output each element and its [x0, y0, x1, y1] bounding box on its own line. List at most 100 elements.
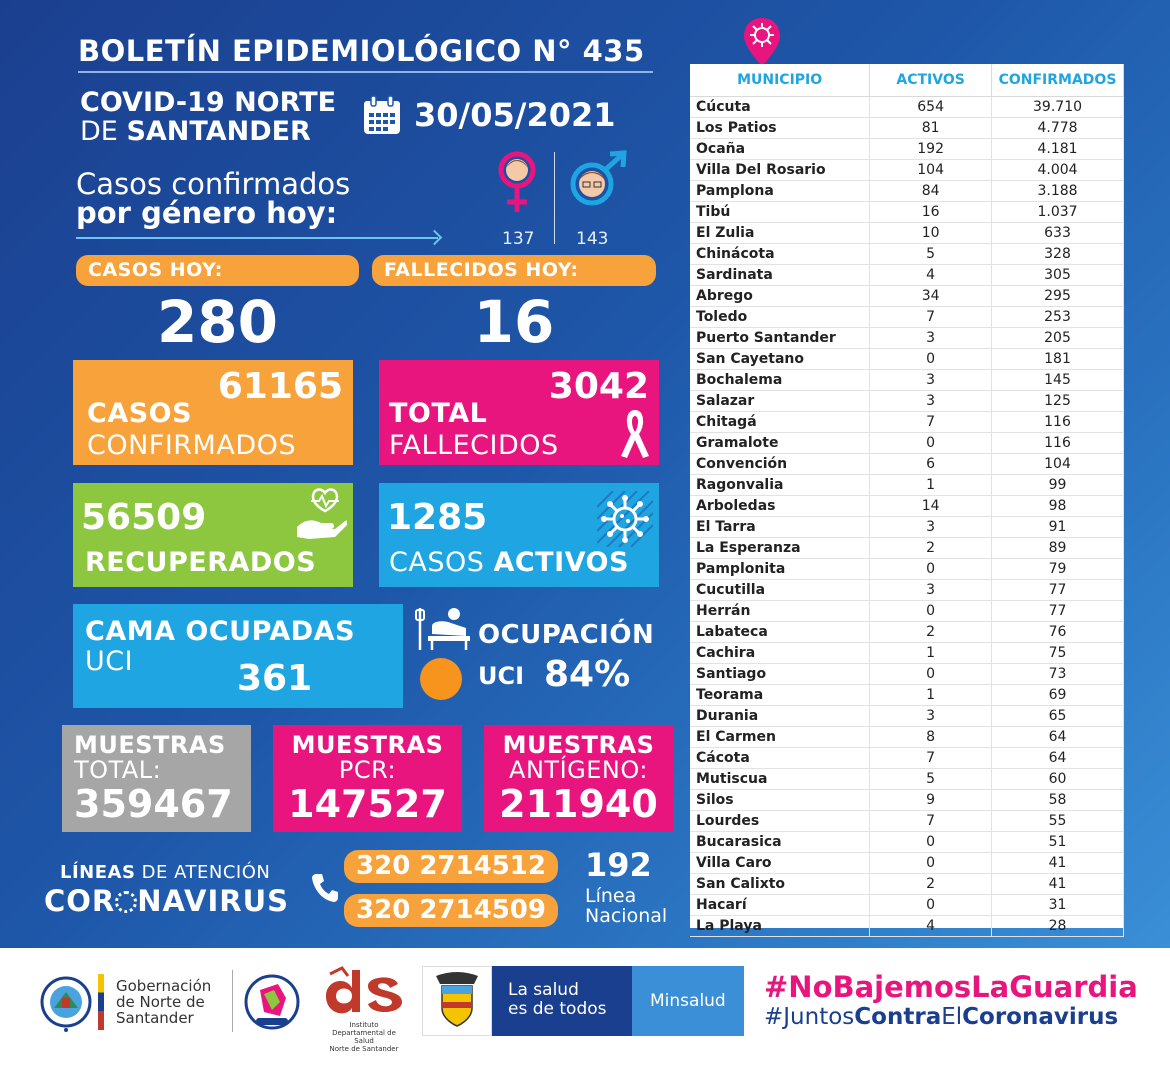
activos-cell: 2	[869, 537, 993, 559]
table-row: Chinácota 5 328	[690, 243, 1124, 265]
ribbon-icon	[621, 410, 649, 458]
municipio-cell: Silos	[690, 789, 871, 811]
activos-cell: 6	[869, 453, 993, 475]
municipio-cell: Tibú	[690, 201, 871, 223]
region-subtitle: COVID-19 NORTE DE SANTANDER	[80, 88, 336, 146]
confirmados-cell: 73	[991, 663, 1124, 685]
virus-icon	[597, 491, 653, 547]
activos-cell: 0	[869, 852, 993, 874]
table-row: Pamplonita 0 79	[690, 558, 1124, 580]
activos-cell: 3	[869, 327, 993, 349]
table-row: Ragonvalia 1 99	[690, 474, 1124, 496]
municipio-cell: Villa Del Rosario	[690, 159, 871, 181]
confirmados-cell: 205	[991, 327, 1124, 349]
activos-cell: 0	[869, 663, 993, 685]
table-row: Convención 6 104	[690, 453, 1124, 475]
phone-icon	[312, 874, 338, 902]
municipio-cell: Mutiscua	[690, 768, 871, 790]
icu-bed-icon	[415, 608, 470, 650]
icu-beds-label-2: UCI	[85, 646, 134, 677]
municipio-cell: Cúcuta	[690, 96, 871, 118]
hotline-phone-2[interactable]: 320 2714509	[344, 894, 558, 927]
confirmados-cell: 145	[991, 369, 1124, 391]
antigen-samples-label-2: ANTÍGENO:	[509, 756, 648, 784]
municipio-cell: El Carmen	[690, 726, 871, 748]
activos-cell: 34	[869, 285, 993, 307]
municipio-cell: Bochalema	[690, 369, 871, 391]
municipio-cell: Cucutilla	[690, 579, 871, 601]
confirmados-cell: 77	[991, 579, 1124, 601]
confirmados-cell: 76	[991, 621, 1124, 643]
confirmados-cell: 633	[991, 222, 1124, 244]
activos-cell: 2	[869, 621, 993, 643]
confirmados-cell: 253	[991, 306, 1124, 328]
table-row: Villa Del Rosario 104 4.004	[690, 159, 1124, 181]
activos-cell: 14	[869, 495, 993, 517]
recovered-label: RECUPERADOS	[85, 547, 317, 578]
ids-logo-icon	[326, 966, 402, 1014]
confirmados-cell: 116	[991, 432, 1124, 454]
mas-oportunidades-logo-icon	[244, 974, 300, 1030]
table-row: Cúcuta 654 39.710	[690, 96, 1124, 118]
total-samples-label-1: MUESTRAS	[74, 731, 226, 759]
confirmados-cell: 77	[991, 600, 1124, 622]
table-row: Gramalote 0 116	[690, 432, 1124, 454]
national-line-number[interactable]: 192	[585, 846, 652, 884]
confirmados-cell: 60	[991, 768, 1124, 790]
municipality-table: MUNICIPIO ACTIVOS CONFIRMADOS Cúcuta 654 3…	[690, 64, 1124, 937]
activos-cell: 5	[869, 243, 993, 265]
confirmados-cell: 295	[991, 285, 1124, 307]
antigen-samples-label-1: MUESTRAS	[502, 731, 655, 759]
confirmados-cell: 41	[991, 873, 1124, 895]
table-row: Salazar 3 125	[690, 390, 1124, 412]
municipio-cell: Hacarí	[690, 894, 871, 916]
activos-cell: 192	[869, 138, 993, 160]
activos-cell: 3	[869, 390, 993, 412]
confirmados-cell: 4.778	[991, 117, 1124, 139]
activos-cell: 3	[869, 516, 993, 538]
table-row: Tibú 16 1.037	[690, 201, 1124, 223]
table-row: Labateca 2 76	[690, 621, 1124, 643]
active-cases-label: CASOS ACTIVOS	[389, 547, 629, 578]
confirmados-cell: 1.037	[991, 201, 1124, 223]
confirmados-cell: 116	[991, 411, 1124, 433]
hotlines-label: LÍNEAS DE ATENCIÓN	[60, 862, 271, 883]
hotline-phone-1[interactable]: 320 2714512	[344, 850, 558, 883]
table-row: Mutiscua 5 60	[690, 768, 1124, 790]
activos-cell: 2	[869, 873, 993, 895]
confirmados-cell: 75	[991, 642, 1124, 664]
icu-beds-label-1: CAMA OCUPADAS	[85, 616, 356, 647]
female-count: 137	[502, 229, 535, 249]
national-line-label: Línea Nacional	[585, 885, 668, 927]
confirmed-cases-card: 61165 CASOS CONFIRMADOS	[73, 360, 353, 465]
activos-cell: 0	[869, 831, 993, 853]
header-confirmados: CONFIRMADOS	[991, 64, 1124, 97]
activos-cell: 7	[869, 411, 993, 433]
table-row: Cachira 1 75	[690, 642, 1124, 664]
municipio-cell: Ocaña	[690, 138, 871, 160]
municipio-cell: Toledo	[690, 306, 871, 328]
activos-cell: 4	[869, 915, 993, 937]
confirmados-cell: 28	[991, 915, 1124, 937]
confirmados-cell: 181	[991, 348, 1124, 370]
gender-divider	[554, 152, 555, 244]
subtitle-line-2: DE SANTANDER	[80, 116, 311, 147]
confirmados-cell: 64	[991, 726, 1124, 748]
municipio-cell: Herrán	[690, 600, 871, 622]
municipio-cell: Pamplona	[690, 180, 871, 202]
confirmados-cell: 3.188	[991, 180, 1124, 202]
flag-stripe	[98, 974, 104, 1030]
activos-cell: 1	[869, 642, 993, 664]
occupancy-value: 84%	[544, 654, 631, 695]
table-row: Sardinata 4 305	[690, 264, 1124, 286]
pcr-samples-label-2: PCR:	[338, 756, 397, 784]
cases-today-label: CASOS HOY:	[76, 255, 359, 286]
total-deaths-value: 3042	[548, 366, 649, 407]
municipio-cell: Ragonvalia	[690, 474, 871, 496]
table-row: El Tarra 3 91	[690, 516, 1124, 538]
active-cases-value: 1285	[387, 497, 488, 538]
subtitle-line-1: COVID-19 NORTE	[80, 87, 337, 118]
municipio-cell: El Zulia	[690, 222, 871, 244]
cases-today-value: 280	[156, 288, 279, 356]
municipio-cell: Santiago	[690, 663, 871, 685]
